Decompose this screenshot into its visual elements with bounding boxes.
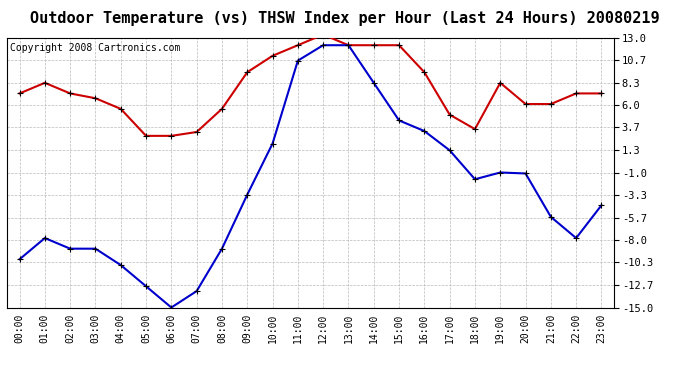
Text: Copyright 2008 Cartronics.com: Copyright 2008 Cartronics.com	[10, 43, 180, 53]
Text: Outdoor Temperature (vs) THSW Index per Hour (Last 24 Hours) 20080219: Outdoor Temperature (vs) THSW Index per …	[30, 11, 660, 26]
